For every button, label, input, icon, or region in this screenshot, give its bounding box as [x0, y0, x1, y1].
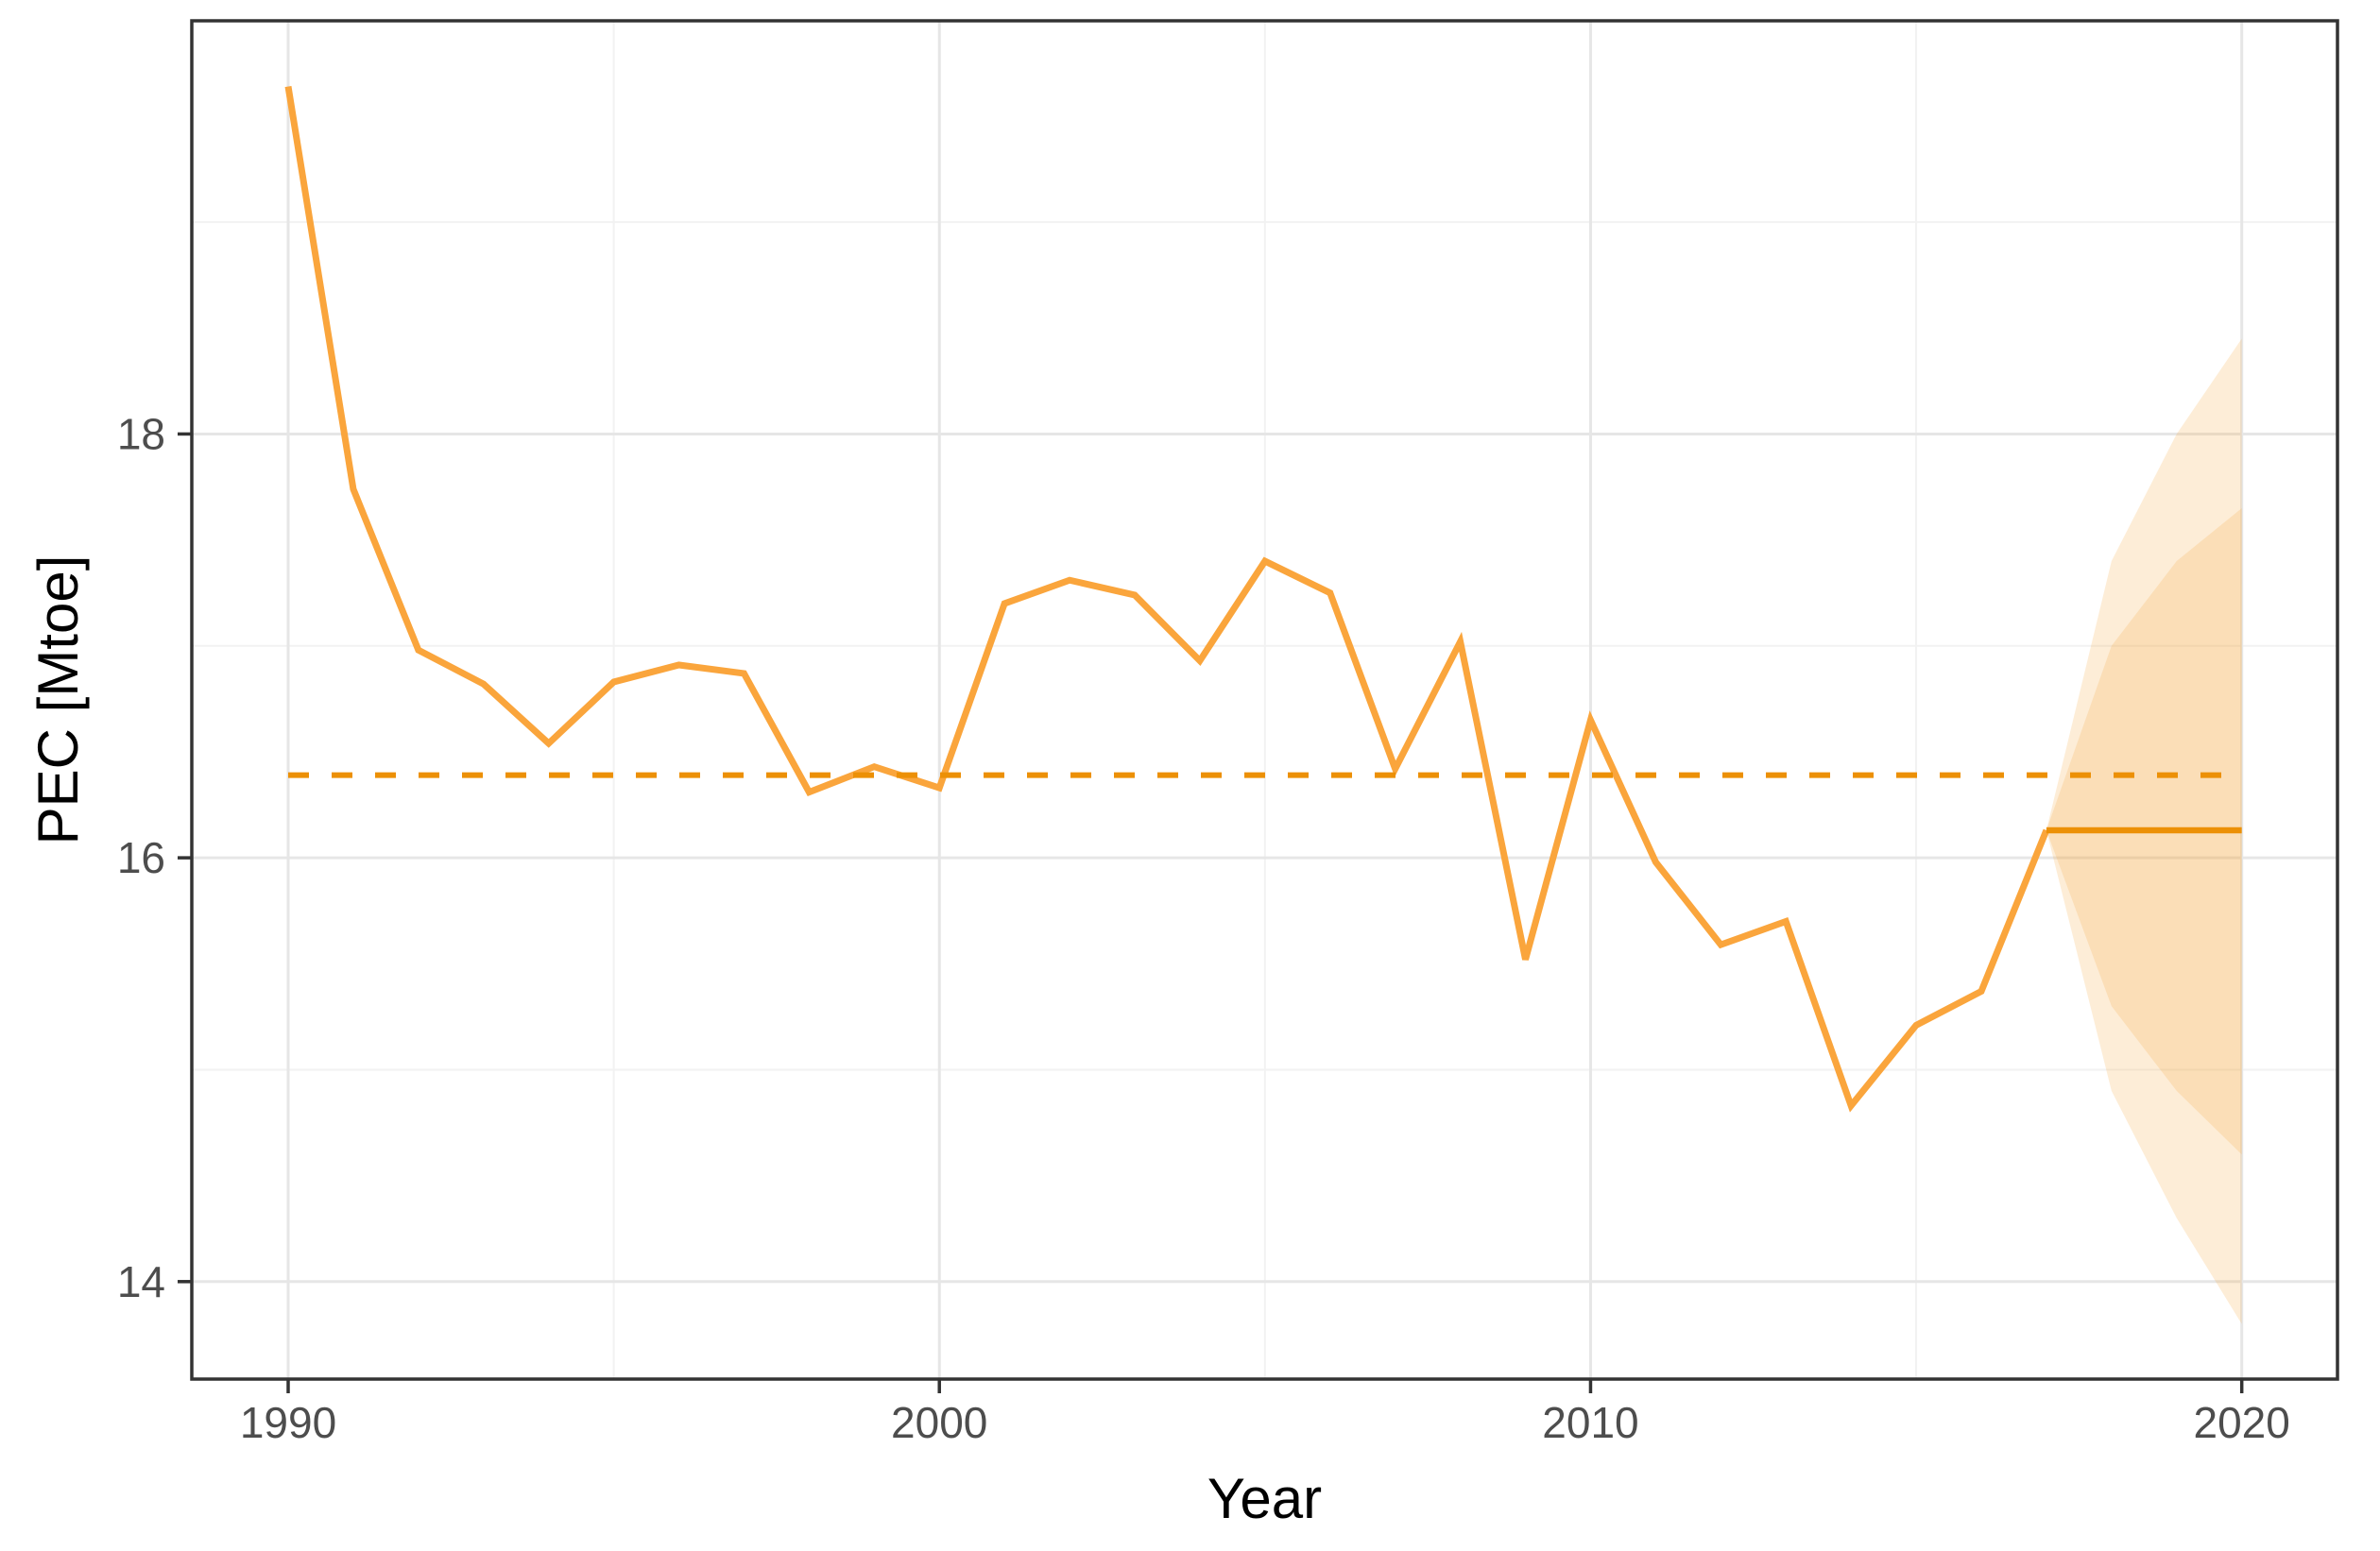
y-axis-title: PEC [Mtoe] [26, 554, 90, 845]
x-tick-label: 2010 [1542, 1398, 1638, 1447]
y-tick-label: 14 [117, 1257, 165, 1306]
x-tick-label: 1990 [240, 1398, 336, 1447]
y-tick-label: 16 [117, 833, 165, 882]
historical-line [284, 85, 2050, 1113]
x-tick-label: 2000 [891, 1398, 987, 1447]
x-axis-title: Year [1207, 1467, 1323, 1530]
x-tick-label: 2020 [2194, 1398, 2290, 1447]
panel-border [190, 19, 2339, 1381]
y-tick-label: 18 [117, 409, 165, 458]
